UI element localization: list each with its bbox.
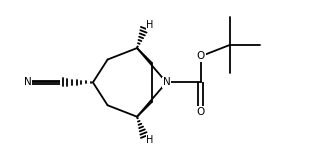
- Text: N: N: [162, 77, 170, 87]
- Text: H: H: [146, 135, 154, 145]
- Text: O: O: [197, 107, 205, 117]
- Text: H: H: [146, 20, 154, 30]
- Text: O: O: [197, 51, 205, 61]
- Text: N: N: [24, 77, 31, 87]
